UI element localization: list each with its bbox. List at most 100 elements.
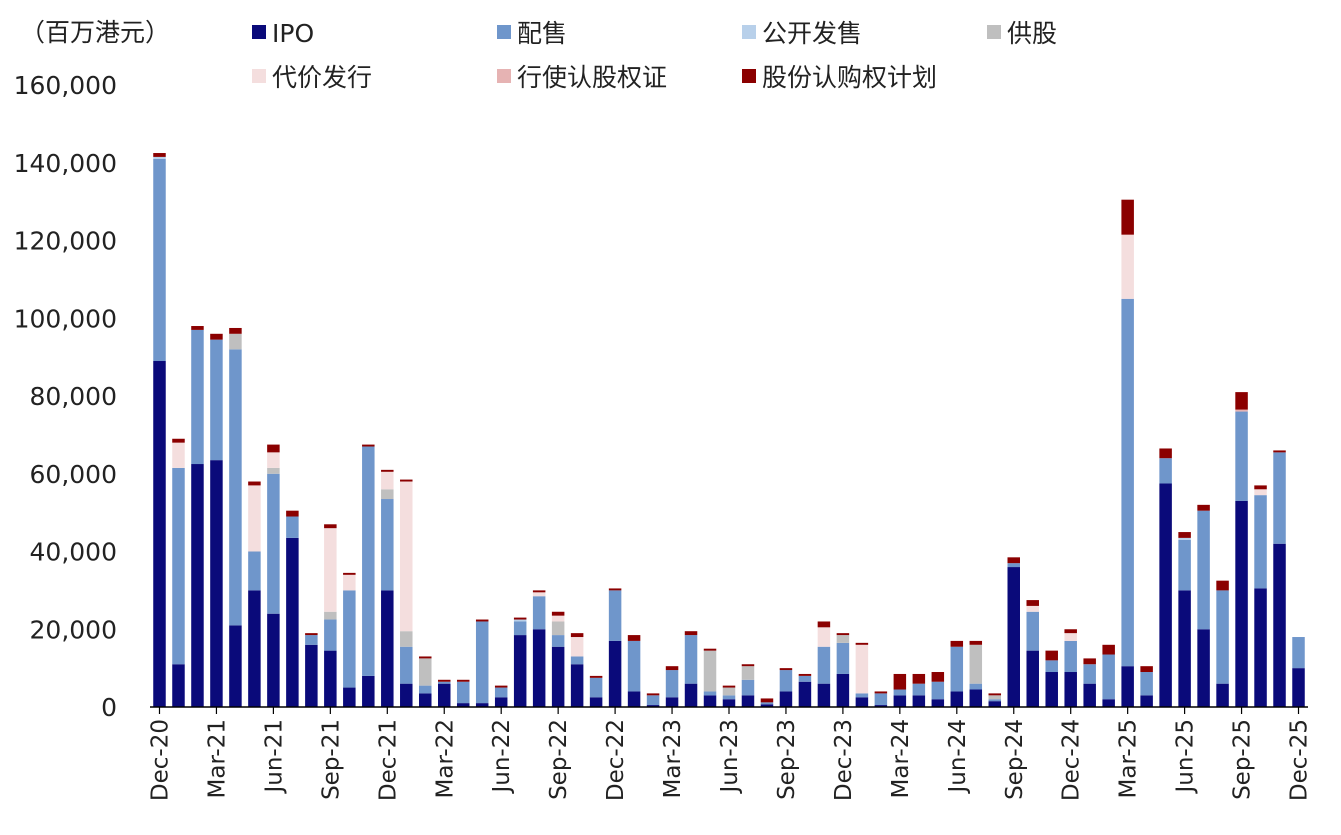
bar-segment-may-24-s0 bbox=[931, 699, 945, 707]
x-tick-label: Dec-21 bbox=[375, 719, 401, 801]
bar-segment-jan-25-s0 bbox=[1083, 683, 1096, 707]
bar-segment-feb-22-s6 bbox=[419, 656, 432, 659]
bar-segment-jul-24-s3 bbox=[969, 644, 983, 684]
bar-segment-oct-24-s4 bbox=[1026, 605, 1039, 612]
bar-segment-dec-24-s6 bbox=[1064, 629, 1077, 634]
bar-segment-jul-24-s1 bbox=[969, 683, 983, 690]
legend-label-2: 公开发售 bbox=[762, 19, 862, 48]
bar-segment-sep-24-s6 bbox=[1007, 557, 1020, 564]
bar-segment-oct-25-s1 bbox=[1254, 495, 1267, 589]
y-tick-label: 60,000 bbox=[30, 460, 117, 489]
bar-segment-may-24-s6 bbox=[931, 672, 945, 682]
bar-segment-jul-24-s0 bbox=[969, 689, 983, 707]
bar-segment-oct-21-s4 bbox=[343, 574, 356, 591]
bar-segment-jul-22-s2 bbox=[513, 619, 527, 622]
bar-segment-dec-23-s0 bbox=[836, 673, 850, 707]
bar-segment-apr-25-s1 bbox=[1140, 672, 1153, 696]
bar-segment-sep-25-s0 bbox=[1235, 500, 1248, 707]
bar-segment-apr-24-s1 bbox=[912, 683, 926, 696]
bar-segment-aug-22-s0 bbox=[532, 629, 546, 707]
bar-segment-may-21-s4 bbox=[248, 485, 261, 552]
bar-segment-mar-25-s6 bbox=[1121, 199, 1134, 235]
bar-segment-aug-24-s1 bbox=[988, 699, 1002, 702]
bar-segment-may-22-s0 bbox=[475, 703, 489, 707]
bar-segment-jun-24-s1 bbox=[950, 646, 964, 692]
bar-segment-nov-21-s1 bbox=[362, 446, 375, 676]
bar-segment-jan-22-s4 bbox=[400, 481, 413, 632]
bar-segment-feb-24-s1 bbox=[874, 693, 888, 706]
bar-segment-mar-25-s1 bbox=[1121, 298, 1134, 667]
bar-segment-dec-22-s1 bbox=[608, 590, 622, 641]
legend-swatch-2 bbox=[742, 25, 756, 39]
bar-segment-oct-22-s4 bbox=[570, 637, 584, 657]
bar-segment-aug-25-s6 bbox=[1216, 580, 1229, 591]
y-axis: 0 20,000 40,000 60,000 80,000 100,000 120,000 1… bbox=[14, 71, 117, 722]
bar-segment-apr-23-s6 bbox=[684, 631, 698, 636]
bar-segment-nov-21-s0 bbox=[362, 675, 375, 707]
bar-segment-jun-21-s1 bbox=[267, 473, 280, 614]
bar-segment-dec-21-s6 bbox=[381, 469, 394, 472]
x-tick-label: Sep-22 bbox=[546, 719, 572, 800]
bar-segment-nov-24-s0 bbox=[1045, 672, 1058, 707]
bar-segment-feb-23-s1 bbox=[646, 695, 660, 706]
bar-segment-feb-23-s6 bbox=[646, 693, 660, 696]
bar-segment-apr-25-s0 bbox=[1140, 695, 1153, 707]
legend-label-3: 供股 bbox=[1007, 19, 1057, 48]
bar-segment-dec-24-s0 bbox=[1064, 672, 1077, 707]
x-axis: Dec-20 Mar-21 Jun-21 Sep-21 Dec-21 Mar-22 Jun-… bbox=[147, 706, 1313, 801]
x-tick-label: Jun-22 bbox=[489, 719, 515, 795]
bar-segment-sep-22-s3 bbox=[551, 621, 565, 636]
bar-segment-may-21-s0 bbox=[248, 590, 261, 708]
bar-segment-oct-24-s6 bbox=[1026, 600, 1039, 606]
x-tick-label: Sep-24 bbox=[1002, 719, 1028, 800]
bar-segment-may-22-s6 bbox=[475, 619, 489, 622]
bar-segment-jul-22-s6 bbox=[513, 617, 527, 620]
bar-segment-jun-22-s0 bbox=[494, 697, 508, 707]
bar-segment-jun-21-s4 bbox=[267, 452, 280, 468]
legend-swatch-5 bbox=[497, 69, 511, 83]
bar-segment-jul-21-s0 bbox=[286, 537, 299, 707]
bar-segment-jan-22-s1 bbox=[400, 646, 413, 684]
bar-segment-jun-21-s3 bbox=[267, 467, 280, 474]
bar-segment-may-21-s1 bbox=[248, 551, 261, 591]
bar-segment-oct-25-s4 bbox=[1254, 489, 1267, 496]
bar-segment-mar-23-s1 bbox=[665, 670, 679, 698]
bar-segment-jan-23-s6 bbox=[627, 635, 641, 641]
legend-swatch-3 bbox=[987, 25, 1001, 39]
bar-segment-nov-25-s6 bbox=[1273, 450, 1286, 453]
bar-segment-jun-24-s6 bbox=[950, 640, 964, 647]
bar-segment-mar-22-s1 bbox=[438, 681, 451, 684]
bar-segment-jul-23-s6 bbox=[741, 664, 755, 667]
bar-segment-jul-22-s1 bbox=[513, 621, 527, 636]
x-tick-label: Mar-24 bbox=[888, 719, 914, 799]
bar-segment-jun-22-s6 bbox=[494, 685, 508, 688]
x-tick-label: Sep-23 bbox=[774, 719, 800, 800]
bar-segment-dec-20-s2 bbox=[153, 156, 166, 159]
x-tick-label: Mar-25 bbox=[1116, 719, 1142, 799]
bar-segment-nov-22-s6 bbox=[589, 675, 603, 678]
bar-segment-oct-25-s0 bbox=[1254, 588, 1267, 707]
x-tick-label: Jun-21 bbox=[261, 719, 287, 795]
bar-segment-apr-25-s6 bbox=[1140, 666, 1153, 673]
bar-segment-oct-21-s1 bbox=[343, 590, 356, 688]
legend-label-0: IPO bbox=[272, 19, 314, 48]
bar-segment-aug-23-s1 bbox=[760, 702, 774, 705]
x-tick-label: Sep-21 bbox=[318, 719, 344, 800]
bar-segment-feb-21-s1 bbox=[191, 329, 204, 465]
x-tick-label: Mar-21 bbox=[204, 719, 230, 799]
bar-segment-jun-23-s3 bbox=[722, 687, 736, 696]
bar-segment-jan-24-s0 bbox=[855, 697, 869, 707]
bar-segment-dec-22-s6 bbox=[608, 588, 622, 591]
bar-segment-mar-24-s6 bbox=[893, 673, 907, 690]
bar-segment-dec-24-s4 bbox=[1064, 633, 1077, 641]
bar-segment-may-25-s0 bbox=[1159, 483, 1172, 707]
bar-segment-mar-23-s0 bbox=[665, 697, 679, 707]
bar-segment-jun-25-s1 bbox=[1178, 539, 1191, 591]
bar-segment-jul-22-s0 bbox=[513, 635, 527, 707]
bar-segment-dec-25-s1 bbox=[1292, 637, 1305, 669]
bar-segment-oct-21-s0 bbox=[343, 687, 356, 707]
bar-segment-oct-23-s0 bbox=[798, 681, 812, 707]
bar-segment-nov-25-s1 bbox=[1273, 452, 1286, 544]
bar-segment-aug-24-s3 bbox=[988, 695, 1002, 700]
